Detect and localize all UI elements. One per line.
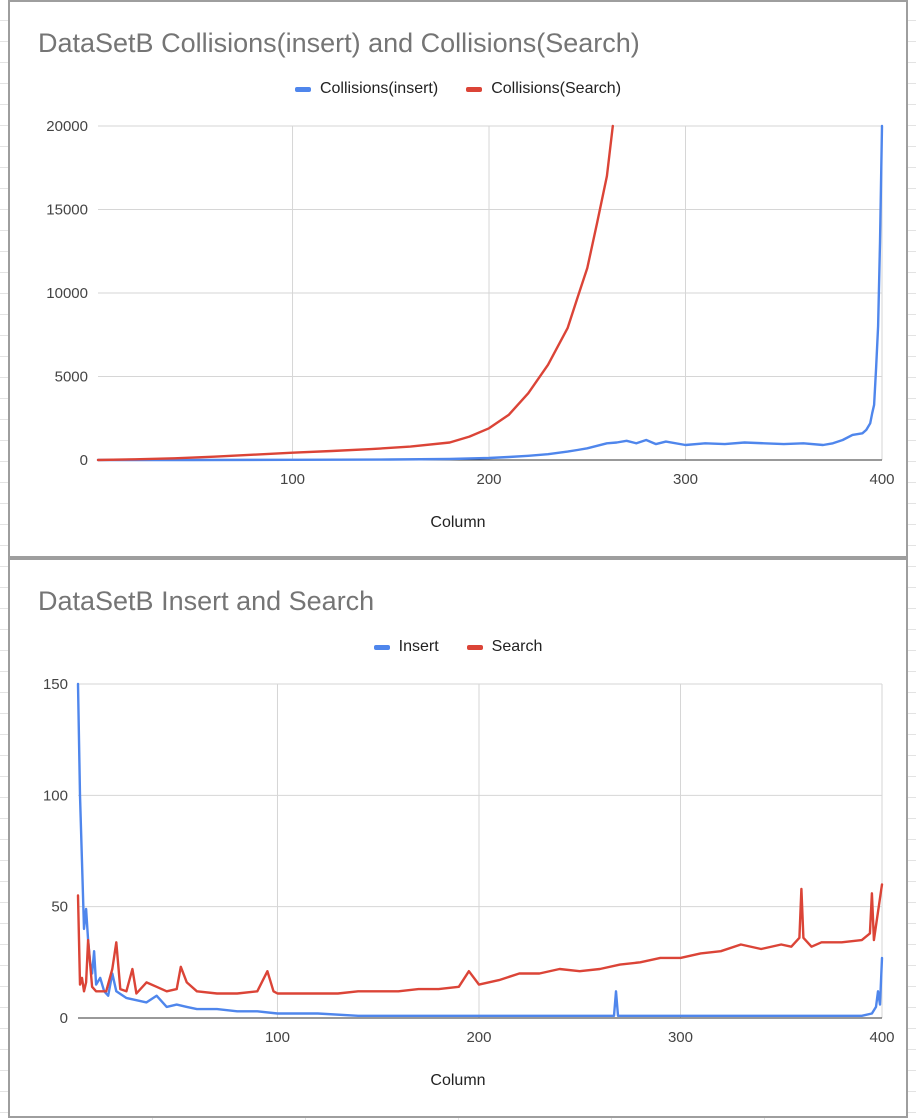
x-tick-label: 100 <box>265 1029 290 1046</box>
legend-item-collisions-insert[interactable]: Collisions(insert) <box>294 80 439 98</box>
series-line-collisions-insert <box>96 124 884 462</box>
legend-label: Insert <box>398 638 439 655</box>
x-tick-label: 400 <box>869 1029 894 1046</box>
x-tick-label: 400 <box>869 471 894 488</box>
y-tick-label: 20000 <box>46 118 88 135</box>
plot-area: 100 200 300 400 0 5000 10000 15000 20000 <box>46 118 894 488</box>
x-tick-label: 200 <box>466 1029 491 1046</box>
legend-label: Search <box>491 638 543 655</box>
y-tick-label: 100 <box>43 787 68 804</box>
plot-area: 100 200 300 400 0 50 100 150 <box>43 676 895 1046</box>
series-line-collisions-search <box>96 124 614 462</box>
legend-swatch <box>373 644 390 650</box>
legend-item-insert[interactable]: Insert <box>373 638 439 656</box>
legend-item-search[interactable]: Search <box>466 638 543 656</box>
x-axis-title: Column <box>430 1072 486 1089</box>
y-tick-label: 5000 <box>55 369 88 386</box>
x-tick-label: 200 <box>477 471 502 488</box>
x-tick-label: 100 <box>280 471 305 488</box>
chart-legend: Collisions(insert) Collisions(Search) <box>10 78 906 100</box>
x-tick-label: 300 <box>673 471 698 488</box>
y-tick-label: 150 <box>43 676 68 693</box>
chart-title: DataSetB Insert and Search <box>38 586 375 616</box>
y-tick-label: 0 <box>60 1010 68 1027</box>
series-line-search <box>76 883 884 995</box>
y-tick-label: 50 <box>51 899 68 916</box>
legend-swatch <box>466 86 483 92</box>
legend-label: Collisions(insert) <box>319 80 439 97</box>
legend-swatch <box>466 644 483 650</box>
y-tick-label: 0 <box>80 452 88 469</box>
series-line-insert <box>76 682 884 1017</box>
legend-swatch <box>294 86 311 92</box>
chart-title: DataSetB Collisions(insert) and Collisio… <box>38 28 640 58</box>
y-tick-label: 15000 <box>46 202 88 219</box>
legend-label: Collisions(Search) <box>491 80 622 97</box>
x-axis-title: Column <box>430 514 486 531</box>
y-tick-label: 10000 <box>46 285 88 302</box>
chart-legend: Insert Search <box>10 636 906 658</box>
collisions-chart[interactable]: DataSetB Collisions(insert) and Collisio… <box>8 0 908 558</box>
legend-item-collisions-search[interactable]: Collisions(Search) <box>466 80 621 98</box>
x-tick-label: 300 <box>668 1029 693 1046</box>
insert-search-chart[interactable]: DataSetB Insert and Search Insert Search… <box>8 558 908 1118</box>
